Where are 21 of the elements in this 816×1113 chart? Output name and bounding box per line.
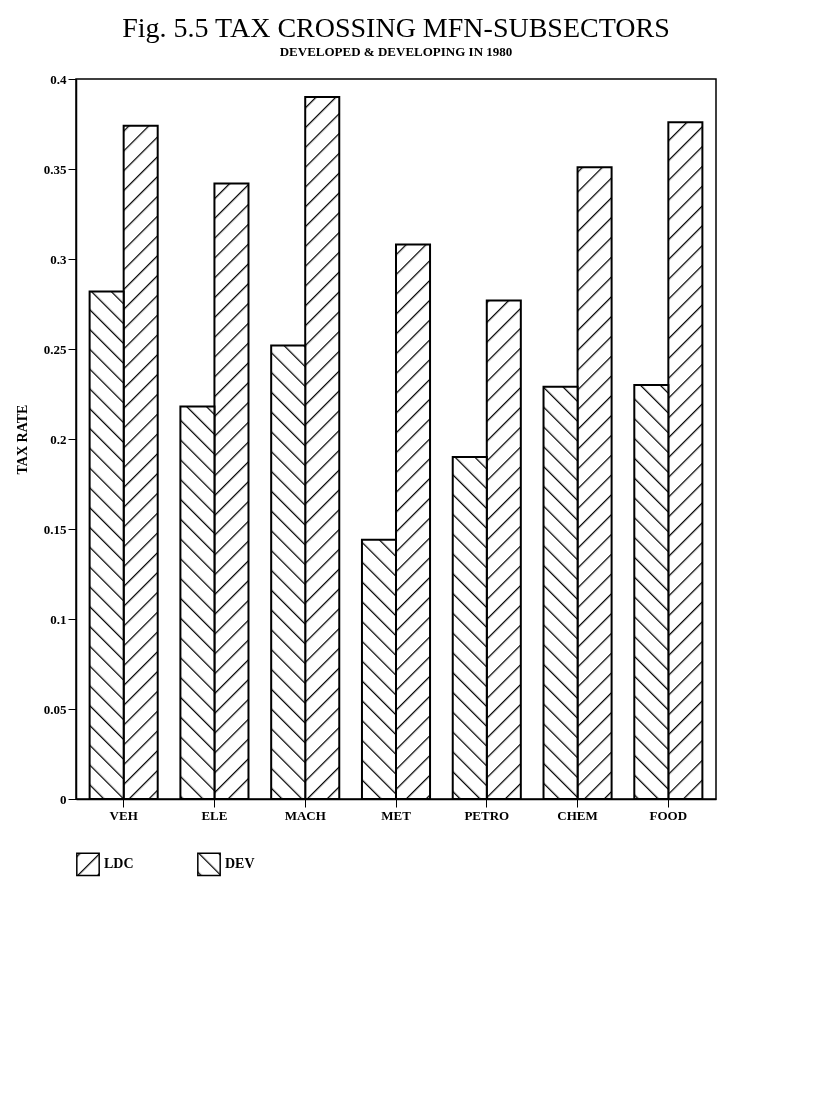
y-tick-label: 0.1 xyxy=(50,611,67,627)
x-tick-label: PETRO xyxy=(464,807,510,823)
y-tick-label: 0.15 xyxy=(43,521,67,537)
chart-title: Fig. 5.5 TAX CROSSING MFN-SUBSECTORS xyxy=(122,12,670,43)
legend-label: LDC xyxy=(104,856,134,872)
y-tick-label: 0.35 xyxy=(43,161,67,177)
y-tick-label: 0.25 xyxy=(43,341,67,357)
y-tick-label: 0 xyxy=(60,791,67,807)
x-tick-label: ELE xyxy=(201,807,228,823)
y-tick-label: 0.2 xyxy=(50,431,67,447)
chart-subtitle: DEVELOPED & DEVELOPING IN 1980 xyxy=(279,44,513,59)
y-tick-label: 0.05 xyxy=(43,701,67,717)
legend-label: DEV xyxy=(225,856,255,872)
y-axis-title: TAX RATE xyxy=(14,404,30,475)
x-tick-label: CHEM xyxy=(557,807,598,823)
x-tick-label: FOOD xyxy=(649,807,688,823)
x-tick-label: MET xyxy=(381,807,412,823)
x-tick-label: MACH xyxy=(284,807,326,823)
y-tick-label: 0.4 xyxy=(50,71,67,87)
x-tick-label: VEH xyxy=(109,807,138,823)
y-tick-label: 0.3 xyxy=(50,251,67,267)
